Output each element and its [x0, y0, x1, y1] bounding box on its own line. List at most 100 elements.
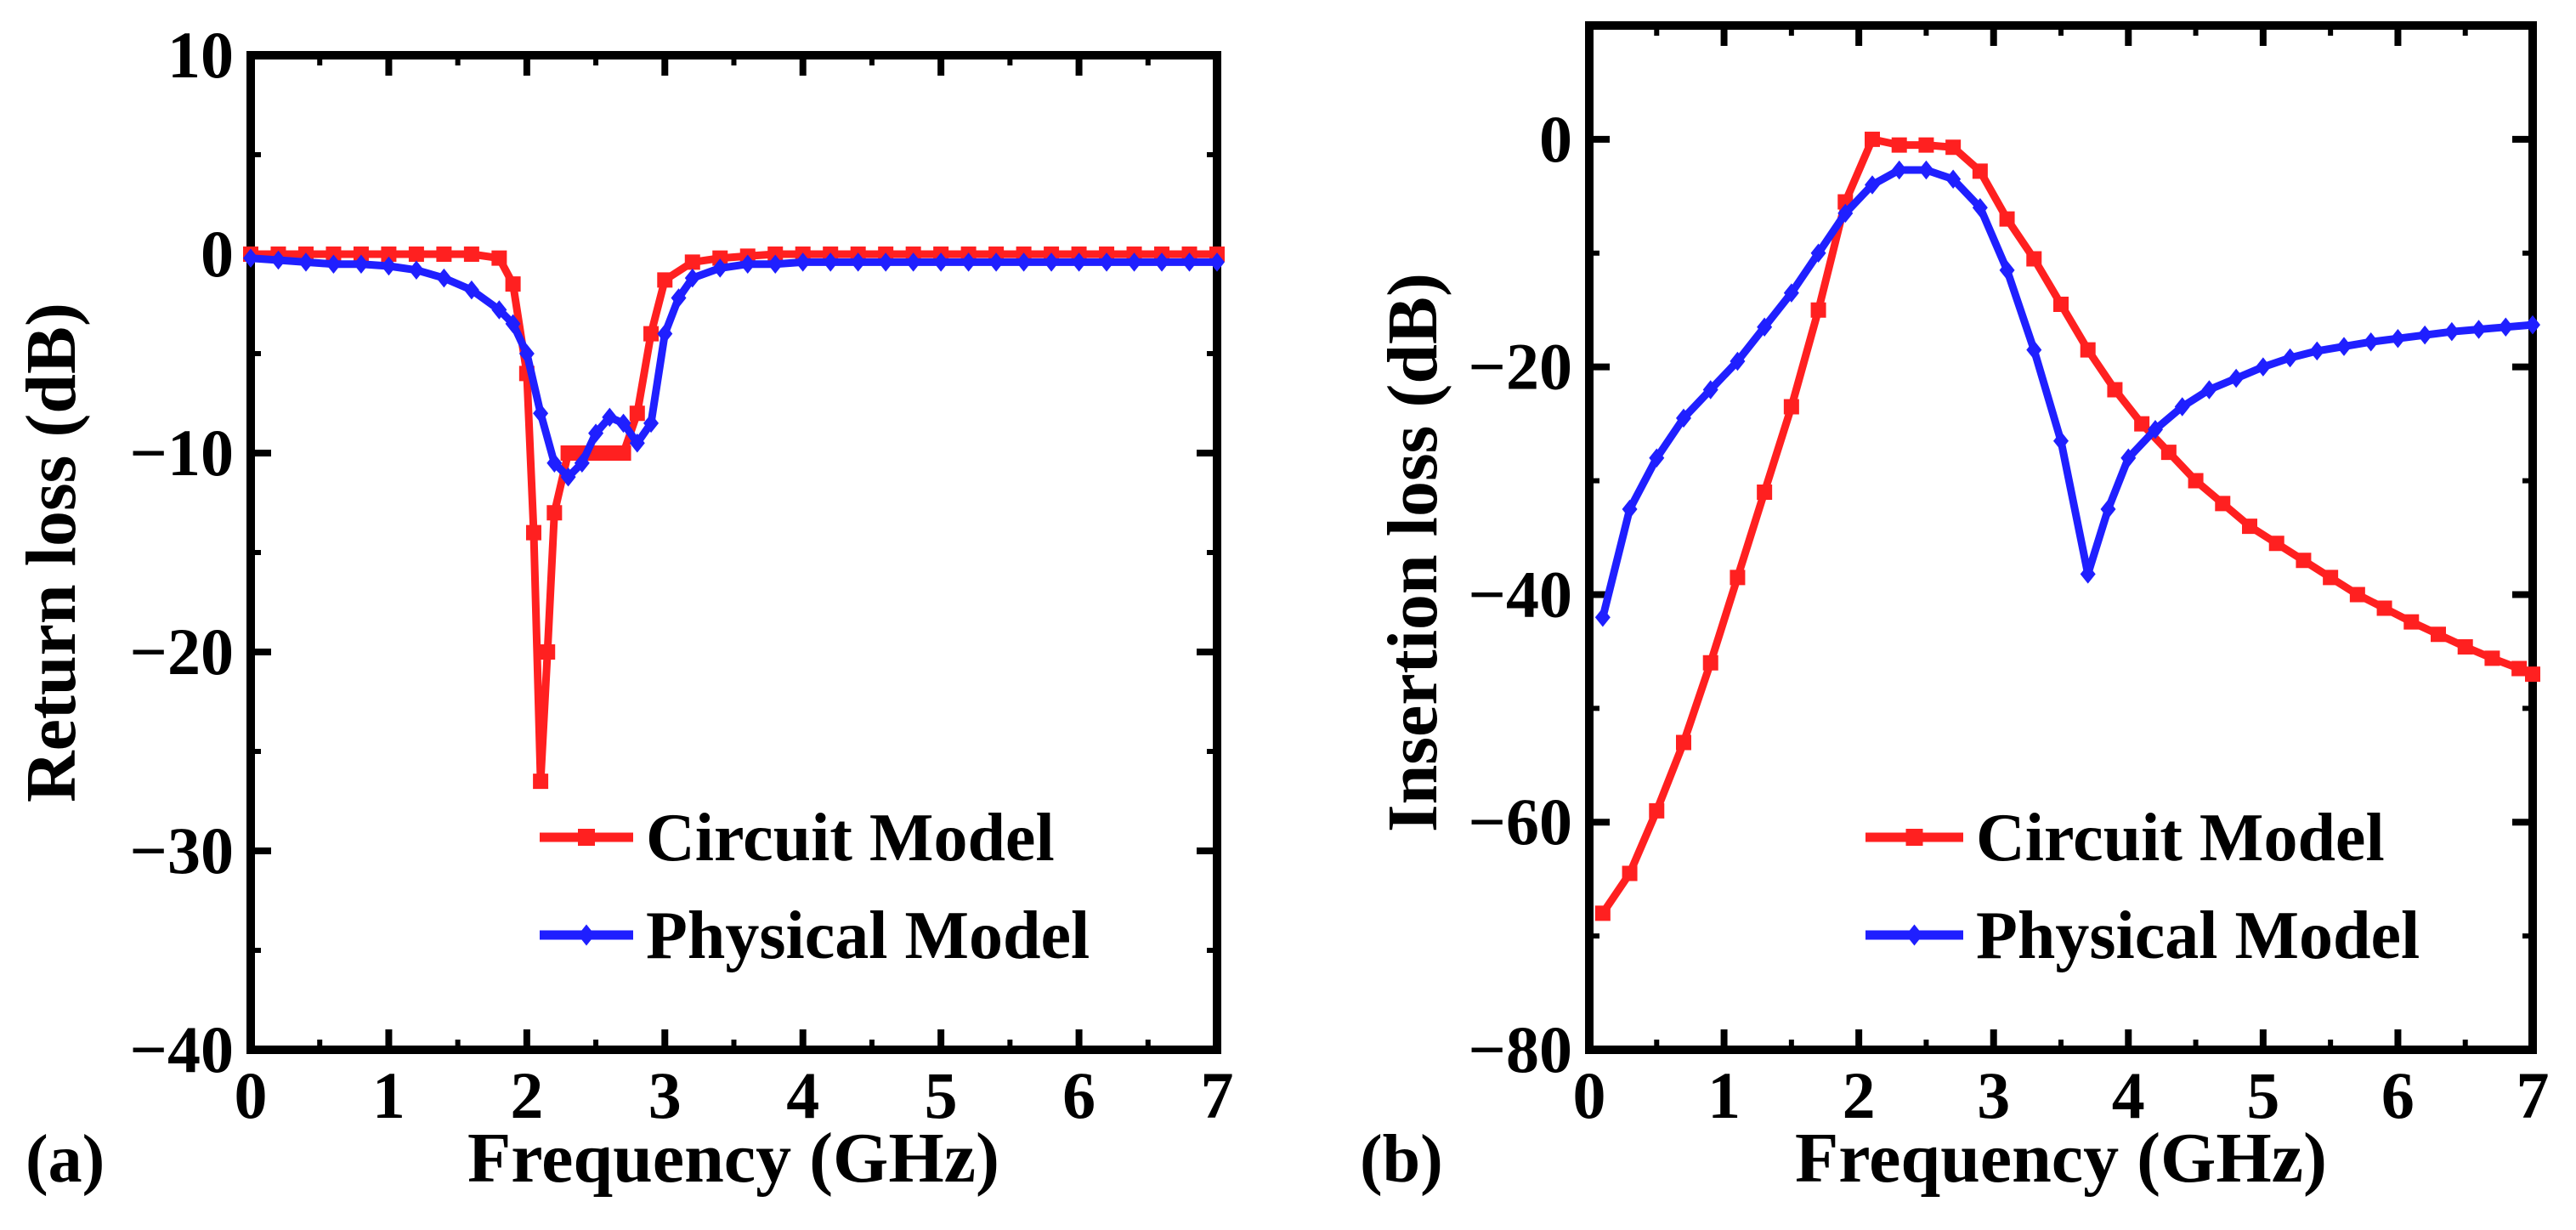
- data-point-physical-model: [850, 252, 866, 272]
- data-point-physical-model: [381, 256, 397, 276]
- y-tick-label: −40: [130, 1012, 234, 1086]
- data-point-physical-model: [671, 288, 687, 308]
- x-tick-label: 6: [2381, 1058, 2415, 1132]
- data-point-circuit-model: [560, 445, 576, 461]
- y-tick-label: 0: [201, 217, 234, 291]
- panel-a-return-loss: 0 1 2 3 4 5 6 7 10 0 −10 −20 −30 −40 Circuit Model Ph…: [12, 18, 1234, 1198]
- x-tick-label: 4: [2112, 1058, 2145, 1132]
- data-point-circuit-model: [767, 247, 784, 262]
- data-point-physical-model: [988, 252, 1005, 272]
- data-point-circuit-model: [353, 247, 369, 262]
- series-line-physical-model: [250, 254, 1217, 481]
- data-point-physical-model: [491, 300, 507, 320]
- data-point-circuit-model: [1891, 137, 1907, 153]
- data-point-circuit-model: [546, 505, 563, 521]
- data-point-physical-model: [1099, 252, 1115, 272]
- data-point-physical-model: [2390, 328, 2406, 349]
- data-point-physical-model: [2417, 325, 2433, 345]
- tick-labels: 0 1 2 3 4 5 6 7 0 −20 −40 −60 −80: [1469, 102, 2550, 1132]
- y-tick-label: −60: [1469, 785, 1572, 859]
- x-tick-label: 2: [1843, 1058, 1876, 1132]
- data-point-physical-model: [823, 252, 839, 272]
- data-point-circuit-model: [2484, 650, 2500, 666]
- data-point-circuit-model: [540, 644, 556, 660]
- data-point-circuit-model: [1676, 734, 1691, 751]
- x-axis-title: Frequency (GHz): [1795, 1119, 2327, 1198]
- data-point-physical-model: [1865, 175, 1880, 195]
- data-point-circuit-model: [602, 445, 618, 461]
- data-point-physical-model: [615, 413, 631, 434]
- data-point-circuit-model: [1622, 865, 1638, 881]
- data-point-physical-model: [2336, 337, 2352, 356]
- legend-marker-physical: [1905, 924, 1923, 946]
- x-tick-label: 6: [1062, 1058, 1096, 1132]
- data-point-physical-model: [1622, 499, 1638, 519]
- data-point-circuit-model: [2323, 570, 2339, 586]
- data-point-physical-model: [436, 268, 452, 288]
- x-tick-label: 2: [510, 1058, 543, 1132]
- data-point-circuit-model: [2080, 342, 2096, 358]
- data-point-physical-model: [602, 407, 618, 428]
- data-point-circuit-model: [1999, 211, 2015, 227]
- data-point-circuit-model: [2403, 614, 2420, 630]
- data-point-circuit-model: [712, 250, 728, 266]
- data-point-physical-model: [1181, 252, 1197, 272]
- data-point-physical-model: [326, 254, 342, 274]
- y-tick-label: −40: [1469, 557, 1572, 631]
- data-point-physical-model: [1730, 351, 1746, 371]
- data-point-physical-model: [1918, 160, 1934, 180]
- data-point-physical-model: [2309, 341, 2325, 361]
- data-point-physical-model: [1891, 160, 1907, 180]
- data-point-physical-model: [643, 413, 660, 434]
- data-point-physical-model: [243, 248, 258, 268]
- y-tick-label: −30: [130, 813, 234, 887]
- data-point-circuit-model: [2026, 251, 2042, 267]
- data-point-circuit-model: [381, 247, 397, 262]
- x-tick-label: 5: [925, 1058, 958, 1132]
- data-point-physical-model: [1945, 169, 1962, 189]
- data-point-circuit-model: [326, 247, 342, 262]
- data-point-physical-model: [2120, 448, 2137, 468]
- data-point-circuit-model: [2525, 666, 2540, 683]
- data-point-physical-model: [1810, 243, 1826, 264]
- data-point-circuit-model: [491, 250, 507, 266]
- data-point-circuit-model: [1918, 137, 1934, 153]
- data-point-physical-model: [767, 254, 784, 274]
- x-axis-title: Frequency (GHz): [467, 1119, 999, 1198]
- legend-label-circuit: Circuit Model: [1976, 801, 2385, 876]
- x-tick-label: 7: [2517, 1058, 2550, 1132]
- data-point-circuit-model: [1594, 905, 1611, 921]
- data-point-circuit-model: [2053, 297, 2069, 313]
- data-point-physical-model: [1016, 252, 1032, 272]
- data-point-physical-model: [684, 268, 700, 288]
- x-tick-label: 0: [1573, 1058, 1606, 1132]
- data-point-physical-model: [1757, 317, 1773, 337]
- data-point-circuit-model: [1810, 302, 1826, 318]
- data-point-physical-model: [1071, 252, 1087, 272]
- panel-label: (a): [25, 1122, 105, 1197]
- data-point-physical-model: [1783, 283, 1799, 303]
- x-tick-label: 5: [2246, 1058, 2279, 1132]
- data-point-physical-model: [546, 453, 563, 473]
- data-point-physical-model: [2174, 397, 2190, 417]
- data-point-physical-model: [657, 324, 673, 343]
- data-point-physical-model: [2228, 368, 2245, 388]
- data-point-circuit-model: [2107, 382, 2123, 398]
- data-point-physical-model: [533, 403, 549, 423]
- data-point-circuit-model: [1945, 139, 1962, 156]
- data-point-physical-model: [1837, 203, 1854, 224]
- data-point-physical-model: [905, 252, 921, 272]
- x-tick-label: 3: [648, 1058, 682, 1132]
- data-point-circuit-model: [643, 326, 660, 342]
- data-point-physical-model: [2363, 332, 2379, 352]
- data-point-physical-model: [2080, 564, 2096, 584]
- y-tick-label: −20: [130, 615, 234, 689]
- data-point-physical-model: [1044, 252, 1060, 272]
- data-point-physical-model: [270, 250, 286, 270]
- data-point-circuit-model: [2215, 496, 2231, 512]
- data-point-circuit-model: [2268, 536, 2284, 552]
- data-point-circuit-model: [1757, 484, 1773, 500]
- data-point-circuit-model: [615, 445, 631, 461]
- data-point-physical-model: [463, 280, 479, 300]
- data-point-physical-model: [2471, 320, 2487, 339]
